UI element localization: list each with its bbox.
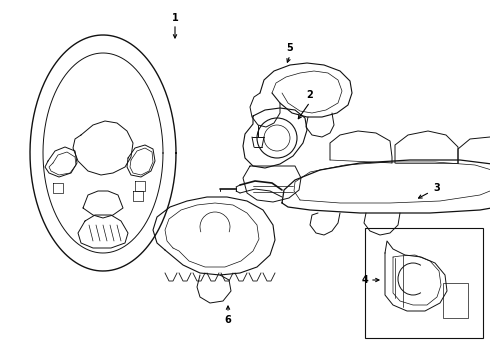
Text: 4: 4 <box>362 275 368 285</box>
Bar <box>443 283 468 318</box>
Text: 3: 3 <box>434 183 441 193</box>
Text: 1: 1 <box>172 13 178 23</box>
Bar <box>365 228 483 338</box>
Text: 6: 6 <box>224 315 231 325</box>
Text: 2: 2 <box>307 90 314 100</box>
Text: 5: 5 <box>287 43 294 53</box>
